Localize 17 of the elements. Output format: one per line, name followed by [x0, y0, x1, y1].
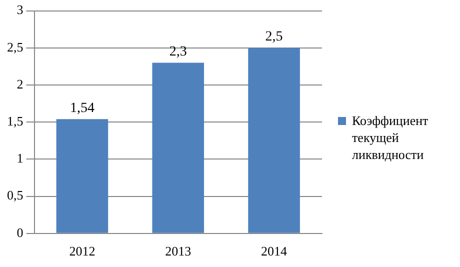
bar [248, 48, 300, 233]
x-tick-label: 2014 [261, 244, 288, 259]
legend-label: Коэффициент текущей ликвидности [352, 112, 430, 163]
bar [152, 62, 204, 233]
data-label: 1,54 [70, 100, 94, 116]
y-tick-label: 0 [16, 224, 24, 240]
data-label: 2,3 [169, 44, 187, 60]
y-tick-label: 1,5 [7, 114, 24, 129]
x-tick-label: 2012 [69, 244, 96, 259]
y-tick-label: 1 [16, 150, 24, 166]
bar [56, 119, 108, 233]
data-label: 2,5 [265, 30, 283, 45]
y-tick-label: 2 [16, 76, 24, 92]
y-tick-label: 0,5 [7, 188, 24, 203]
y-tick-label: 3 [16, 2, 24, 18]
y-tick-label: 2,5 [7, 39, 24, 54]
x-tick-label: 2013 [165, 244, 192, 259]
